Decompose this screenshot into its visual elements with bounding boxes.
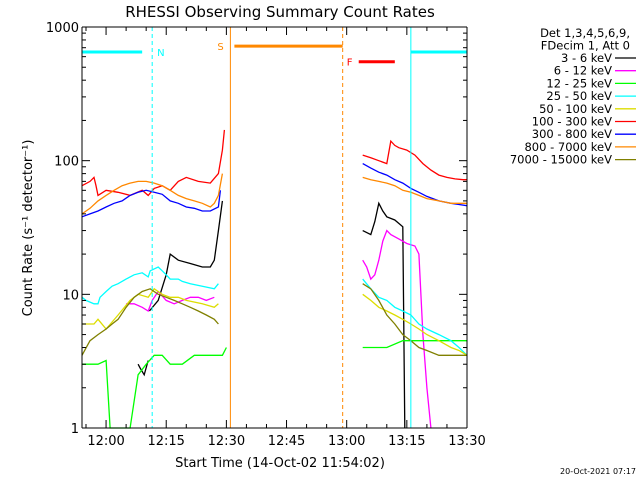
series-line-0-0 [137, 360, 149, 377]
series-line-0-1 [148, 200, 224, 312]
legend-header-line: Det 1,3,4,5,6,9, [540, 26, 630, 40]
x-tick-label: 12:00 [87, 434, 124, 449]
x-tick-label: 13:00 [328, 434, 365, 449]
series-line-3-0 [81, 266, 219, 305]
legend-entry-label: 25 - 50 keV [546, 89, 612, 103]
plot-area: N S F 1 10 100 1000 12:00 12:15 12:30 12:45 13:00 13… [46, 21, 486, 449]
series-line-4-1 [362, 293, 468, 356]
series-line-5-1 [362, 139, 467, 181]
y-tick-label: 1000 [46, 21, 79, 36]
series-line-4-0 [82, 287, 219, 331]
legend-entry-label: 100 - 300 keV [532, 115, 612, 129]
series-line-7-0 [81, 173, 224, 215]
y-tick-label: 100 [54, 155, 79, 170]
legend-entry-label: 800 - 7000 keV [524, 140, 612, 154]
series-line-1-0 [126, 290, 215, 312]
legend-header-line: FDecim 1, Att 0 [541, 39, 630, 53]
x-tick-label: 13:15 [388, 434, 425, 449]
chart-title: RHESSI Observing Summary Count Rates [125, 3, 435, 21]
x-tick-label: 12:15 [147, 434, 184, 449]
footer-date: 20-Oct-2021 07:17 [560, 467, 636, 476]
x-tick-label: 13:30 [448, 434, 485, 449]
y-tick-label: 10 [62, 288, 79, 303]
series-line-0-2 [362, 201, 406, 429]
x-axis-label: Start Time (14-Oct-02 11:54:02) [175, 456, 385, 471]
legend-entry-label: 50 - 100 keV [539, 102, 612, 116]
annotation-label-n: N [157, 48, 164, 59]
series-line-8-0 [81, 288, 219, 356]
series-line-1-1 [362, 229, 432, 429]
legend-entry-label: 6 - 12 keV [554, 64, 612, 78]
x-tick-label: 12:30 [208, 434, 245, 449]
x-tick-label: 12:45 [268, 434, 305, 449]
y-axis-label: Count Rate (s⁻¹ detector⁻¹) [21, 140, 36, 317]
annotation-label-f: F [347, 58, 353, 69]
legend-entry-label: 3 - 6 keV [561, 51, 612, 65]
legend-entry-label: 12 - 25 keV [546, 76, 612, 90]
annotation-label-s: S [217, 42, 223, 53]
y-tick-label: 1 [71, 422, 79, 437]
legend-entry-label: 7000 - 15000 keV [510, 153, 612, 167]
legend: Det 1,3,4,5,6,9,FDecim 1, Att 03 - 6 keV… [510, 26, 636, 167]
series-line-2-0 [82, 347, 227, 429]
series-line-6-1 [362, 163, 468, 207]
series-line-5-0 [81, 129, 226, 197]
legend-entry-label: 300 - 800 keV [532, 127, 612, 141]
series-line-6-0 [81, 189, 222, 218]
